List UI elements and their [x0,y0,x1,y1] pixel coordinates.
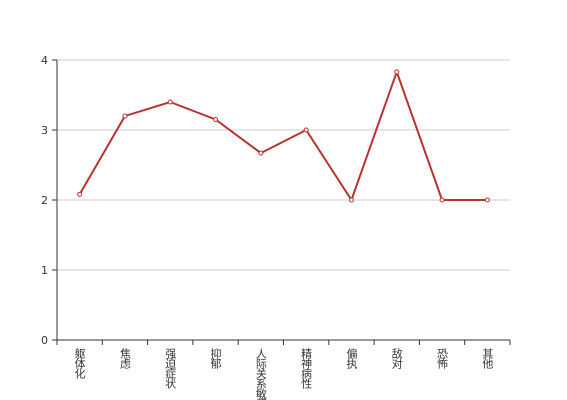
point [439,197,445,203]
point [394,69,400,75]
point [213,117,219,122]
point [484,197,490,203]
y-tick-label: 0 [41,334,48,347]
x-tick-label: 焦虑 [118,348,131,369]
y-tick-label: 1 [41,264,48,277]
point [258,150,264,156]
point [122,113,128,119]
x-tick-label: 偏执 [345,347,358,370]
point [167,99,173,105]
point [303,127,309,133]
y-tick-label: 4 [41,54,48,67]
point [77,191,83,197]
y-tick-label: 3 [41,124,48,137]
x-tick-label: 敌对 [390,347,403,369]
line [78,68,488,203]
x-tick-label: 强迫症状 [164,348,177,389]
x-tick-label: 躯体化 [73,348,86,380]
x-tick-label: 精神病性 [300,348,313,390]
y-tick-label: 2 [41,194,48,207]
x-tick-label: 人际关系敏感 [254,348,267,400]
x-tick-label: 其他 [481,348,494,369]
x-tick-label: 恐怖 [436,348,449,369]
point [348,197,354,203]
x-tick-label: 抑郁 [209,347,222,369]
